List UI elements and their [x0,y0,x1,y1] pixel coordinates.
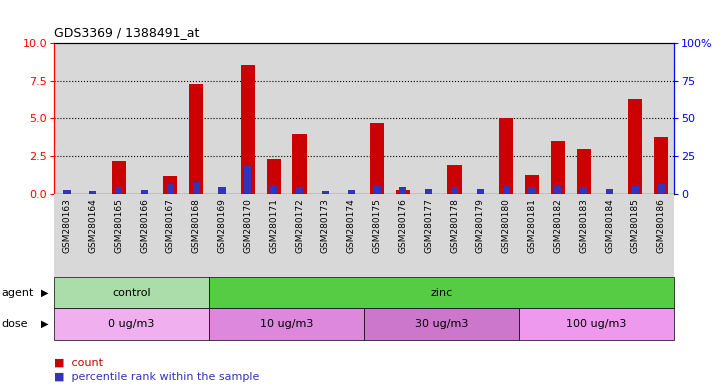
Text: GSM280165: GSM280165 [114,199,123,253]
Bar [293,134,306,194]
Bar [244,166,252,194]
Bar [115,187,123,194]
Text: 10 ug/m3: 10 ug/m3 [260,319,314,329]
Bar [632,186,639,194]
Text: GSM280176: GSM280176 [399,199,407,253]
Bar [528,187,536,194]
Bar [364,308,519,340]
Text: ▶: ▶ [41,319,48,329]
Text: GSM280175: GSM280175 [373,199,381,253]
Text: GSM280171: GSM280171 [269,199,278,253]
Text: GSM280166: GSM280166 [140,199,149,253]
Text: GSM280181: GSM280181 [528,199,536,253]
Text: GSM280186: GSM280186 [657,199,665,253]
Bar [499,118,513,194]
Text: control: control [112,288,151,298]
Bar [525,175,539,194]
Text: GSM280170: GSM280170 [244,199,252,253]
Bar [654,137,668,194]
Bar [370,123,384,194]
Text: ■  percentile rank within the sample: ■ percentile rank within the sample [54,372,260,382]
Text: 30 ug/m3: 30 ug/m3 [415,319,469,329]
Bar [270,186,278,194]
Bar [322,191,329,194]
Bar [112,161,125,194]
Bar [209,277,674,308]
Text: GSM280164: GSM280164 [89,199,97,253]
Bar [54,308,209,340]
Text: 0 ug/m3: 0 ug/m3 [108,319,155,329]
Text: GSM280167: GSM280167 [166,199,174,253]
Bar [373,186,381,194]
Bar [193,182,200,194]
Text: GSM280183: GSM280183 [579,199,588,253]
Bar [519,308,674,340]
Bar [503,186,510,194]
Text: dose: dose [1,319,28,329]
Bar [606,189,613,194]
Bar [399,187,407,194]
Bar [658,184,665,194]
Text: GSM280182: GSM280182 [554,199,562,253]
Text: GDS3369 / 1388491_at: GDS3369 / 1388491_at [54,26,200,39]
Text: GSM280185: GSM280185 [631,199,640,253]
Bar [54,277,209,308]
Bar [141,190,148,194]
Bar [63,190,71,194]
Bar [348,190,355,194]
Bar [554,186,562,194]
Bar [451,187,458,194]
Text: ■  count: ■ count [54,358,103,368]
Text: GSM280173: GSM280173 [321,199,329,253]
Text: GSM280168: GSM280168 [192,199,200,253]
Text: GSM280172: GSM280172 [295,199,304,253]
Text: GSM280184: GSM280184 [605,199,614,253]
Bar [209,308,364,340]
Bar [396,190,410,194]
Text: zinc: zinc [430,288,453,298]
Text: ▶: ▶ [41,288,48,298]
Bar [551,141,565,194]
Text: GSM280174: GSM280174 [347,199,355,253]
Bar [580,187,588,194]
Bar [296,187,303,194]
Text: GSM280178: GSM280178 [450,199,459,253]
Bar [448,166,461,194]
Bar [189,84,203,194]
Text: GSM280180: GSM280180 [502,199,510,253]
Text: GSM280179: GSM280179 [476,199,485,253]
Text: GSM280169: GSM280169 [218,199,226,253]
Text: GSM280163: GSM280163 [63,199,71,253]
Bar [218,187,226,194]
Bar [477,189,484,194]
Bar [425,189,433,194]
Bar [167,184,174,194]
Bar [89,191,97,194]
Bar [163,176,177,194]
Bar [577,149,590,194]
Bar [241,65,255,194]
Text: GSM280177: GSM280177 [424,199,433,253]
Bar [267,159,280,194]
Text: 100 ug/m3: 100 ug/m3 [567,319,627,329]
Text: agent: agent [1,288,34,298]
Bar [628,99,642,194]
